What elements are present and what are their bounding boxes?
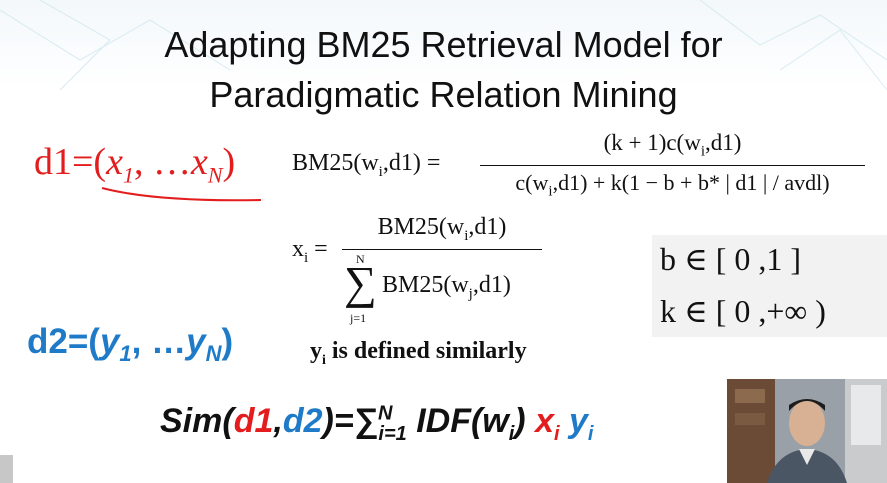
bm25-lhs-tail: ,d1) = — [382, 150, 441, 176]
d1-x1-sub: 1 — [122, 162, 134, 188]
d1-vector: d1=(x1, …xN) — [34, 140, 235, 189]
d1-prefix: d1=( — [34, 141, 107, 183]
bm25-den-tail: ,d1) + k(1 − b + b* | d1 | / avdl) — [552, 170, 830, 196]
d2-yN-sub: N — [205, 341, 222, 366]
d1-x1: x — [106, 141, 123, 183]
d2-prefix: d2=( — [27, 322, 100, 361]
sim-d1: d1 — [233, 402, 274, 440]
bm25-fraction: (k + 1)c(wi,d1) c(wi,d1) + k(1 − b + b* … — [480, 130, 865, 200]
sim-idf-sub: i — [508, 422, 515, 445]
d2-y1-sub: 1 — [119, 341, 132, 366]
bm25-lhs-sub: i — [378, 163, 383, 180]
d2-yN: y — [186, 322, 206, 361]
xi-fraction: BM25(wi,d1) — [342, 214, 542, 251]
xi-num-sub: i — [464, 227, 469, 244]
b-range: b ∈ [ 0 ,1 ] — [660, 241, 801, 277]
sim-x: x — [535, 402, 554, 440]
sim-x-sub: i — [554, 422, 560, 445]
yi-text: is defined similarly — [325, 338, 527, 364]
sum-symbol-icon: ∑ — [344, 257, 377, 308]
bm25-num-tail: ,d1) — [705, 130, 742, 155]
k-range: k ∈ [ 0 ,+∞ ) — [660, 293, 826, 329]
xi-den-sub: j — [468, 285, 473, 302]
background-decoration — [0, 0, 887, 91]
sim-sum-upper: N — [377, 402, 393, 425]
xi-fraction-bar — [342, 248, 542, 251]
sim-sum-lower: i=1 — [378, 422, 407, 445]
title-line-2: Paradigmatic Relation Mining — [209, 74, 678, 115]
slide-title: Adapting BM25 Retrieval Model for Paradi… — [0, 20, 887, 120]
bm25-num-text: (k + 1)c(w — [603, 130, 701, 155]
similarity-formula: Sim(d1,d2)=∑Ni=1 IDF(wi) xi yi — [160, 402, 593, 446]
sim-start: Sim( — [160, 402, 234, 440]
xi-num-text: BM25(w — [377, 214, 465, 240]
sim-sum: )=∑ — [322, 402, 378, 440]
bm25-lhs: BM25(wi,d1) = — [292, 150, 440, 181]
bm25-fraction-bar — [480, 164, 865, 167]
d1-xN-sub: N — [207, 162, 223, 188]
sim-comma: , — [273, 402, 283, 440]
sim-d2: d2 — [282, 402, 323, 440]
xi-den-tail: ,d1) — [472, 272, 511, 298]
d1-xN: x — [190, 141, 208, 183]
xi-num-tail: ,d1) — [468, 214, 507, 240]
sim-idf-end: ) — [514, 402, 536, 440]
bm25-lhs-text: BM25(w — [292, 150, 379, 176]
parameter-range-box — [652, 235, 887, 337]
xi-lhs-text: x — [292, 236, 304, 262]
presenter-video-icon — [727, 379, 887, 483]
yi-var: y — [310, 338, 322, 364]
d2-vector: d2=(y1, …yN) — [27, 322, 233, 367]
xi-lhs: xi = — [292, 236, 328, 267]
bm25-num-sub: i — [700, 143, 706, 160]
d1-middle: , … — [133, 141, 191, 183]
bm25-denominator: c(wi,d1) + k(1 − b + b* | d1 | / avdl) — [480, 170, 865, 200]
xi-denominator: BM25(wj,d1) — [382, 272, 511, 303]
xi-sum-lower: j=1 — [350, 311, 367, 325]
title-line-1: Adapting BM25 Retrieval Model for — [164, 24, 723, 65]
sim-y: y — [559, 402, 588, 440]
bm25-den-sub: i — [548, 183, 553, 200]
d1-underline — [101, 187, 262, 202]
d2-suffix: ) — [221, 322, 234, 361]
d2-y1: y — [99, 322, 120, 361]
d2-middle: , … — [131, 322, 187, 361]
yi-var-sub: i — [322, 352, 326, 368]
xi-equals: = — [314, 236, 328, 262]
xi-den-text: BM25(w — [382, 272, 469, 298]
sim-y-sub: i — [587, 422, 594, 445]
bm25-numerator: (k + 1)c(wi,d1) — [480, 130, 865, 161]
xi-lhs-sub: i — [304, 249, 309, 266]
bm25-den-text: c(w — [515, 170, 549, 196]
xi-sum-upper: N — [356, 252, 365, 266]
yi-note: yi is defined similarly — [310, 338, 527, 369]
d1-suffix: ) — [222, 141, 236, 183]
presenter-webcam — [727, 379, 887, 483]
xi-numerator: BM25(wi,d1) — [342, 214, 542, 245]
sim-idf: IDF(w — [406, 402, 509, 440]
corner-handle — [0, 455, 13, 483]
